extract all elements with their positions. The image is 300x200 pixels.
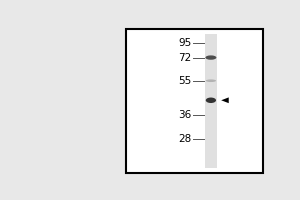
Text: 55: 55 [178,76,192,86]
Ellipse shape [206,55,216,60]
Bar [205,34,217,168]
Text: 72: 72 [178,53,192,63]
Text: 28: 28 [178,134,192,144]
Polygon shape [221,97,229,103]
Text: 36: 36 [178,110,192,120]
Ellipse shape [206,79,216,82]
Ellipse shape [206,98,216,103]
Bar [126,29,263,173]
Text: 95: 95 [178,38,192,48]
